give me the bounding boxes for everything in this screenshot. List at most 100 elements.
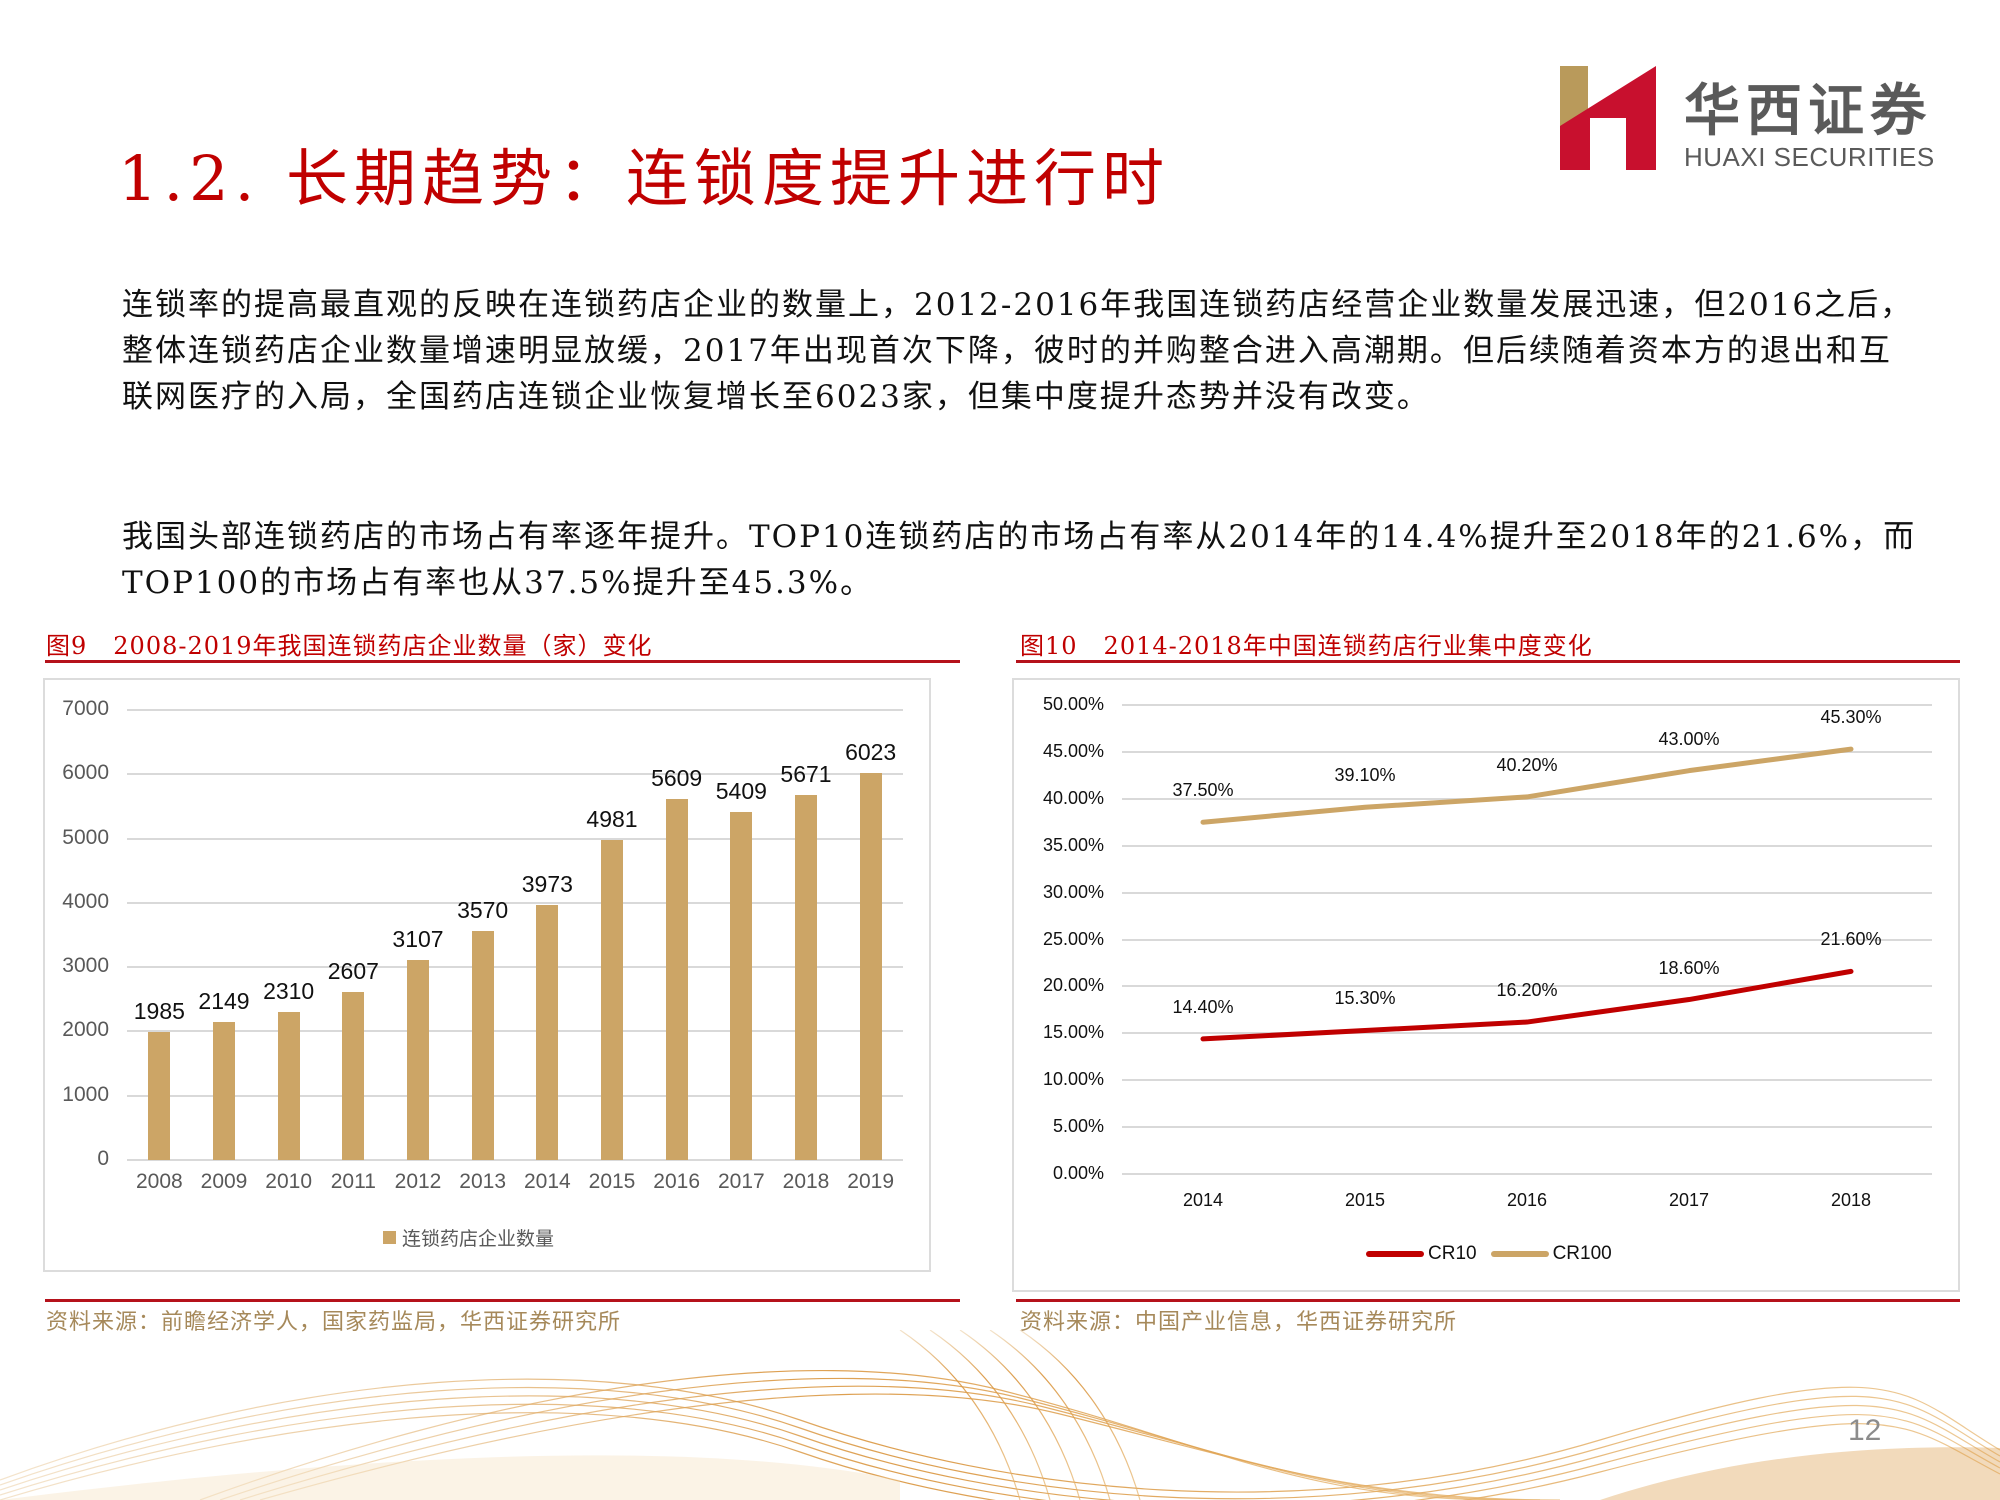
data-label-cr100: 45.30% (1820, 707, 1882, 728)
figure-10-chart-frame: 0.00% 5.00% 10.00% 15.00% 20.00% 25.00% 30.00%… (1012, 678, 1960, 1292)
figure-9-caption: 2008-2019年我国连锁药店企业数量（家）变化 (113, 632, 653, 660)
line-chart-y-tick: 5.00% (1052, 1116, 1104, 1137)
bar-chart-x-tick: 2012 (394, 1170, 442, 1193)
body-paragraph-1: 连锁率的提高最直观的反映在连锁药店企业的数量上，2012-2016年我国连锁药店… (122, 287, 1914, 415)
line-chart: 0.00% 5.00% 10.00% 15.00% 20.00% 25.00% 30.00%… (1014, 680, 1958, 1290)
figure-10-caption: 2014-2018年中国连锁药店行业集中度变化 (1103, 632, 1593, 660)
figure-9-source: 资料来源：前瞻经济学人，国家药监局，华西证券研究所 (46, 1310, 622, 1335)
figure-9-top-rule (45, 660, 960, 663)
bar-chart-x-tick: 2019 (847, 1170, 895, 1193)
legend-item-cr10: CR10 (1366, 1243, 1477, 1265)
bar-2018 (795, 795, 817, 1160)
bar-chart-gridline (127, 901, 903, 904)
bar-chart: 0 1000 2000 3000 4000 5000 6000 7000 1985 2008 214… (45, 680, 929, 1270)
line-chart-x-tick: 2014 (1182, 1190, 1224, 1210)
bar-chart-y-tick: 7000 (62, 697, 109, 720)
series-line-cr100 (1200, 746, 1854, 825)
line-chart-gridline (1122, 985, 1932, 988)
bar-chart-y-tick: 4000 (62, 889, 109, 913)
bar-chart-gridline (127, 1030, 903, 1033)
series-line-cr10 (1200, 968, 1854, 1042)
bar-value-label: 3107 (392, 926, 444, 953)
bar-chart-y-tick: 5000 (62, 825, 109, 849)
line-chart-x-tick: 2017 (1668, 1190, 1710, 1210)
bar-chart-gridline (127, 1159, 903, 1161)
bar-value-label: 2149 (198, 987, 250, 1014)
bar-chart-y-tick: 3000 (62, 954, 109, 978)
bar-value-label: 2607 (327, 958, 379, 985)
data-label-cr100: 37.50% (1172, 780, 1234, 801)
bar-2011 (342, 992, 365, 1160)
line-chart-y-tick: 0.00% (1052, 1163, 1104, 1183)
line-chart-gridline (1122, 704, 1932, 706)
slide-title: 1.2. 长期趋势：连锁度提升进行时 (118, 142, 1171, 215)
bar-chart-x-tick: 2017 (717, 1170, 765, 1193)
bar-value-label: 5609 (651, 765, 703, 792)
line-chart-gridline (1122, 750, 1932, 753)
legend-line-swatch-icon (1490, 1251, 1549, 1257)
legend-swatch-icon (383, 1231, 396, 1244)
bar-2008 (148, 1032, 171, 1160)
line-chart-y-tick: 30.00% (1042, 881, 1104, 902)
figure-10-source: 资料来源：中国产业信息，华西证券研究所 (1020, 1310, 1458, 1335)
page-number: 12 (1848, 1414, 1882, 1447)
figure-9-title: 图9 2008-2019年我国连锁药店企业数量（家）变化 (46, 626, 653, 661)
line-chart-gridline (1122, 1126, 1932, 1129)
line-chart-gridline (1122, 1173, 1932, 1175)
bar-chart-x-tick: 2013 (459, 1170, 507, 1193)
bar-chart-gridline (127, 709, 903, 711)
line-chart-y-tick: 50.00% (1042, 694, 1104, 714)
legend-label: CR10 (1428, 1243, 1477, 1264)
bar-2015 (601, 839, 623, 1160)
figure-9-chart-frame: 0 1000 2000 3000 4000 5000 6000 7000 1985 2008 214… (43, 678, 931, 1272)
bar-value-label: 6023 (845, 738, 897, 765)
line-chart-y-tick: 10.00% (1042, 1069, 1104, 1090)
bar-2017 (730, 812, 753, 1160)
bar-2009 (213, 1021, 235, 1160)
logo-name-en: HUAXI SECURITIES (1684, 142, 1935, 172)
bar-2019 (859, 772, 882, 1160)
data-label-cr100: 43.00% (1658, 728, 1720, 749)
line-chart-y-tick: 40.00% (1042, 787, 1104, 808)
figure-9-number: 图9 (46, 632, 88, 660)
figure-10-title: 图10 2014-2018年中国连锁药店行业集中度变化 (1020, 626, 1593, 661)
data-label-cr10: 16.20% (1496, 980, 1558, 1001)
line-chart-x-tick: 2018 (1830, 1190, 1872, 1210)
line-chart-x-tick: 2015 (1344, 1190, 1386, 1210)
line-chart-legend: CR10 CR100 (1366, 1243, 1626, 1265)
bar-chart-gridline (127, 837, 903, 840)
bar-chart-y-tick: 2000 (62, 1018, 109, 1042)
bar-value-label: 4981 (586, 805, 638, 832)
figure-10-top-rule (1016, 660, 1960, 663)
bar-chart-legend: 连锁药店企业数量 (383, 1224, 554, 1251)
data-label-cr10: 21.60% (1820, 929, 1882, 950)
bar-chart-x-tick: 2008 (135, 1170, 183, 1193)
bar-2014 (536, 904, 559, 1160)
bar-value-label: 5409 (715, 778, 767, 805)
bar-chart-x-tick: 2016 (653, 1170, 701, 1193)
bar-chart-x-tick: 2010 (265, 1170, 313, 1193)
bar-chart-x-tick: 2015 (588, 1170, 636, 1193)
bar-chart-x-tick: 2011 (330, 1170, 376, 1193)
bar-chart-gridline (127, 773, 903, 776)
data-label-cr10: 14.40% (1172, 996, 1234, 1017)
line-chart-y-tick: 25.00% (1042, 928, 1104, 949)
legend-item-cr100: CR100 (1490, 1243, 1612, 1265)
line-chart-gridline (1122, 938, 1932, 941)
bar-2010 (277, 1011, 300, 1160)
huaxi-logo-mark-icon (1560, 66, 1656, 170)
data-label-cr100: 39.10% (1334, 765, 1396, 786)
line-chart-plot (1200, 746, 1854, 1042)
huaxi-securities-logo: 华西证券 HUAXI SECURITIES (1560, 66, 1960, 176)
data-label-cr10: 15.30% (1334, 988, 1396, 1009)
data-label-cr100: 40.20% (1496, 754, 1558, 775)
line-chart-gridline (1122, 1032, 1932, 1035)
bar-value-label: 2310 (263, 977, 315, 1004)
logo-name-cn: 华西证券 (1684, 78, 1932, 144)
bar-chart-x-tick: 2009 (200, 1170, 248, 1193)
line-chart-gridline (1122, 891, 1932, 894)
line-chart-y-tick: 20.00% (1042, 975, 1104, 996)
bar-chart-y-tick: 0 (97, 1147, 109, 1170)
bar-chart-x-tick: 2014 (523, 1170, 571, 1193)
data-label-cr10: 18.60% (1658, 957, 1720, 978)
